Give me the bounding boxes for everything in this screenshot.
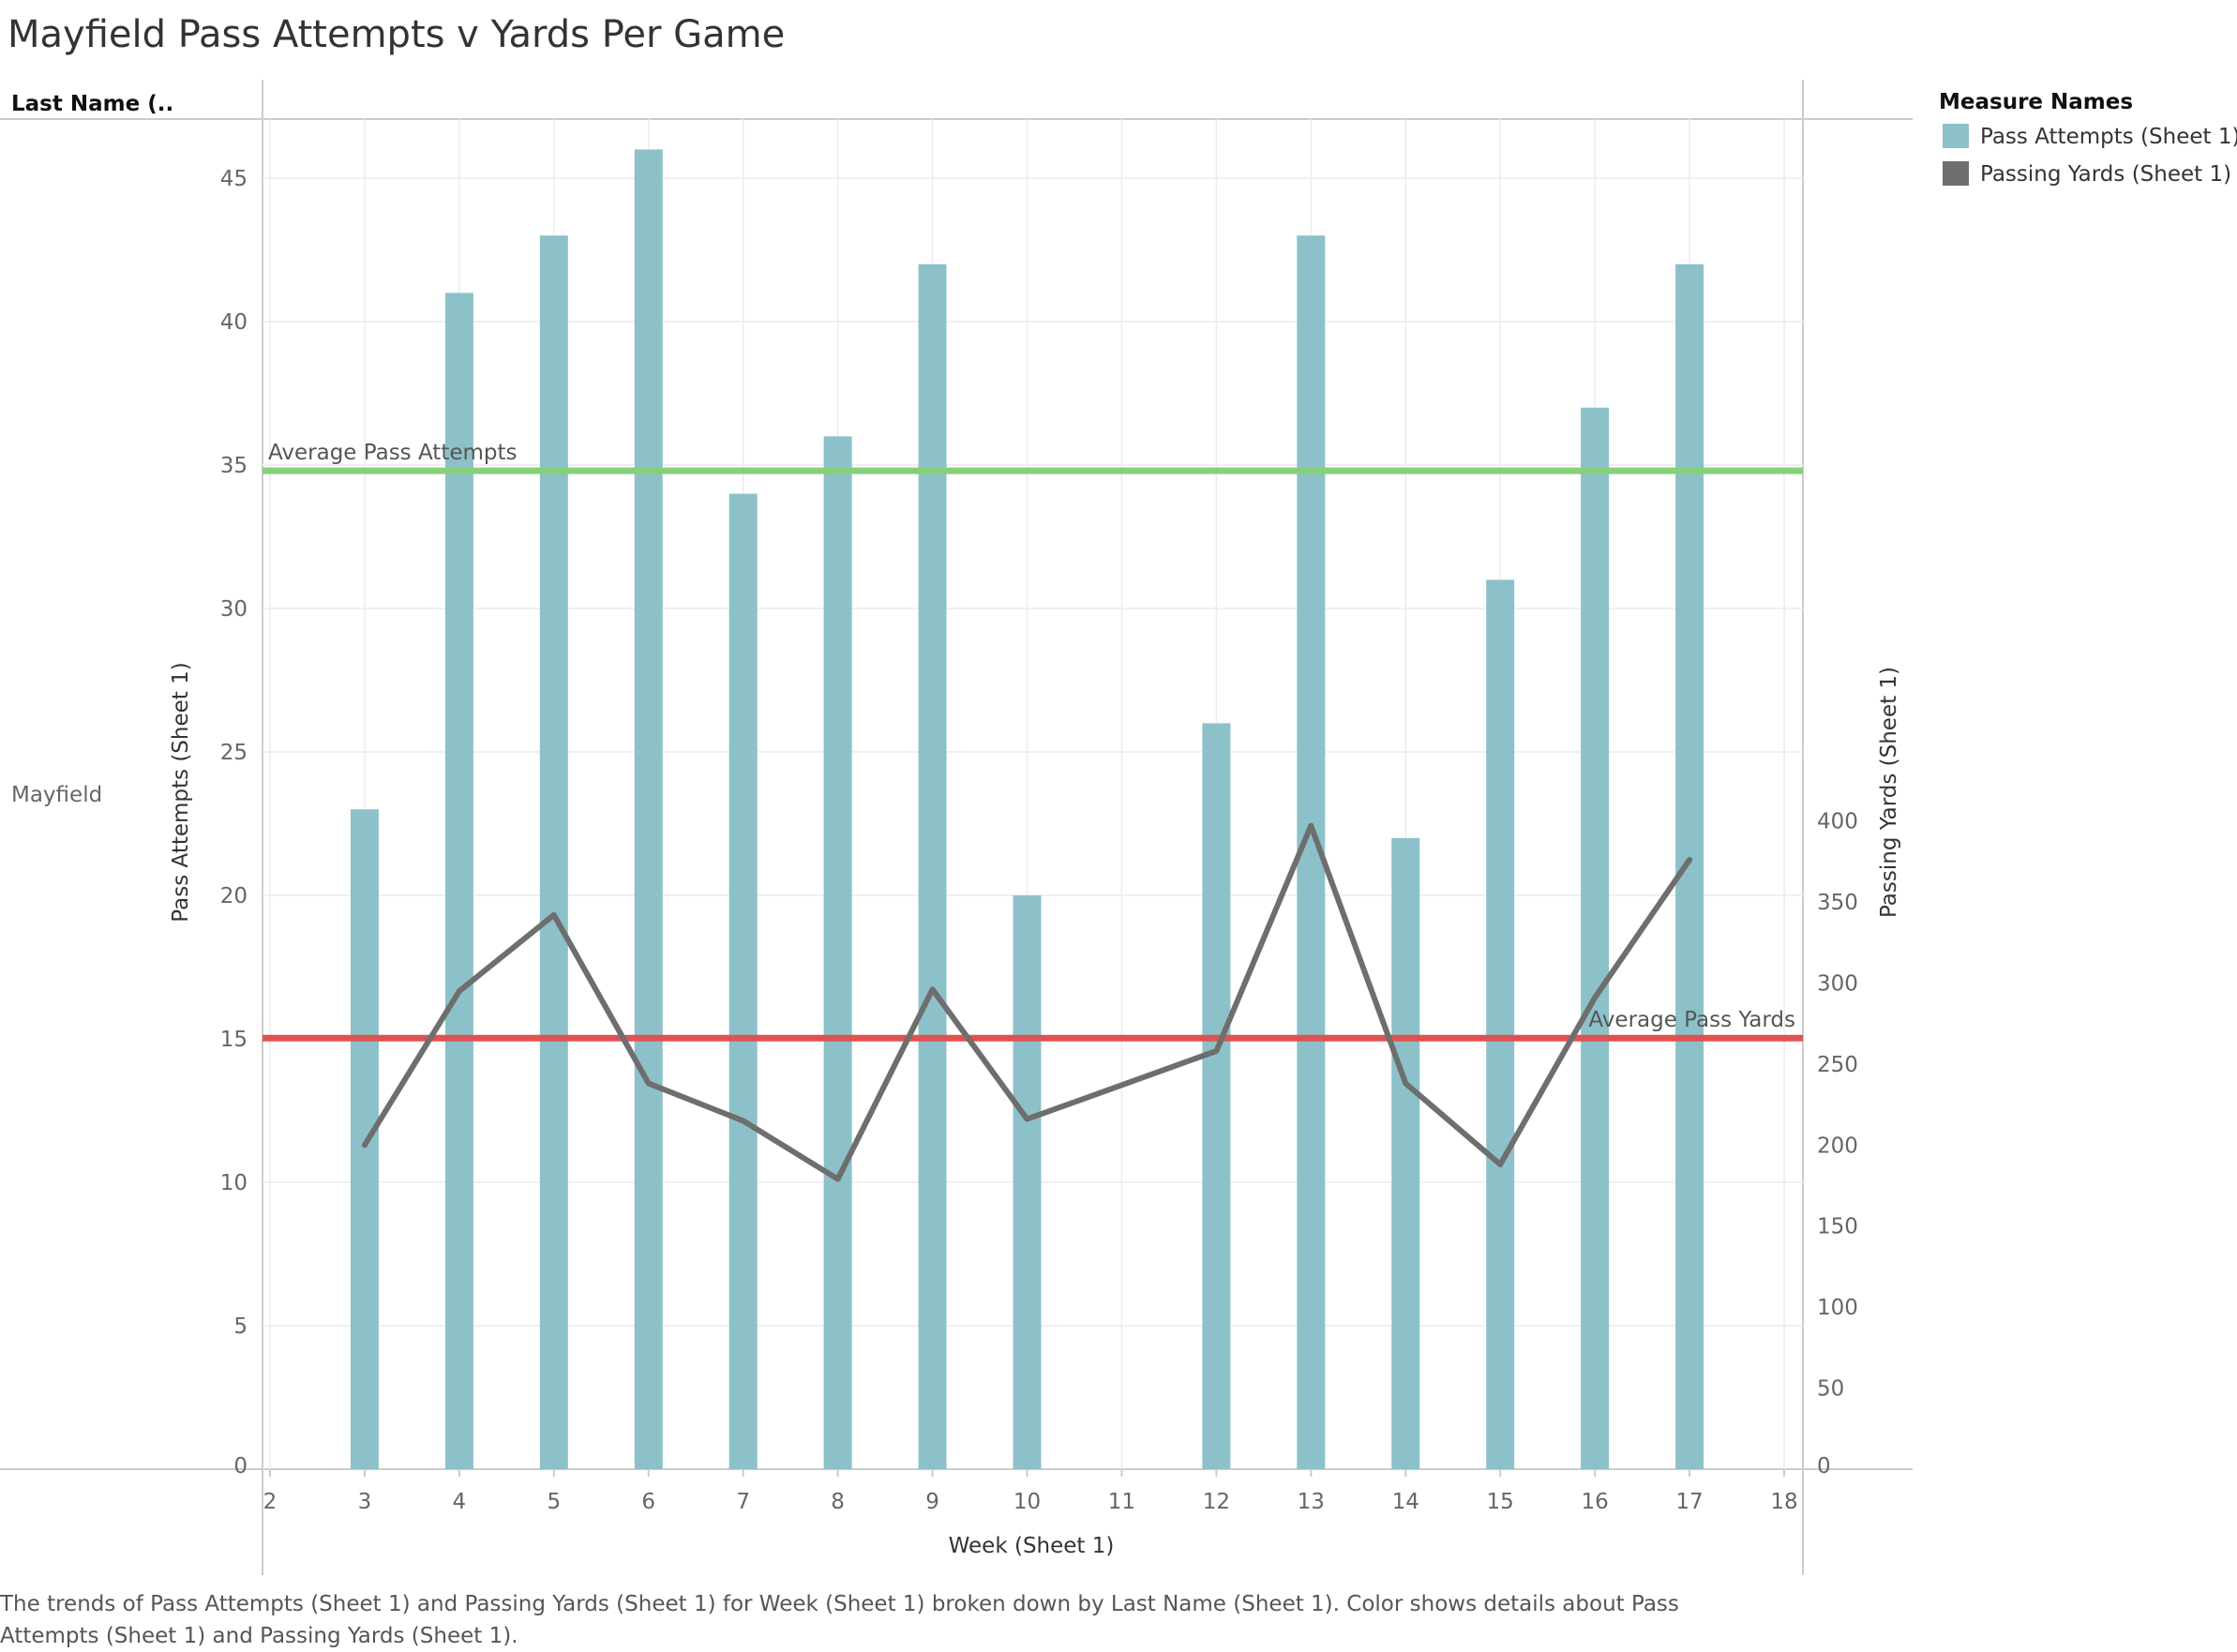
- line-point-week-14: [1403, 1081, 1408, 1087]
- x-tick-label: 13: [1298, 1490, 1325, 1514]
- bar-week-12: [1202, 723, 1231, 1469]
- legend-swatch: [1943, 161, 1969, 186]
- x-axis-title: Week (Sheet 1): [949, 1534, 1115, 1558]
- x-tick-label: 18: [1770, 1490, 1797, 1514]
- y2-tick-label: 0: [1817, 1454, 1831, 1479]
- bar-week-8: [823, 436, 852, 1469]
- y2-tick-label: 250: [1817, 1053, 1858, 1077]
- x-tick-label: 14: [1392, 1490, 1419, 1514]
- bar-series: [350, 149, 1704, 1470]
- y-tick-label: 20: [220, 884, 248, 909]
- line-point-week-6: [646, 1081, 652, 1087]
- chart-caption: The trends of Pass Attempts (Sheet 1) an…: [0, 1592, 1679, 1648]
- bar-week-17: [1675, 263, 1704, 1469]
- chart-title: Mayfield Pass Attempts v Yards Per Game: [8, 13, 786, 56]
- y-tick-label: 45: [220, 167, 248, 191]
- row-label: Mayfield: [11, 783, 102, 807]
- y2-tick-label: 50: [1817, 1377, 1844, 1402]
- bar-week-7: [728, 493, 758, 1469]
- y2-tick-label: 400: [1817, 810, 1858, 834]
- y2-tick-label: 300: [1817, 971, 1858, 996]
- bar-week-14: [1391, 837, 1420, 1469]
- bar-week-9: [918, 263, 947, 1469]
- x-axis-ticks: 2 3 4 5 6 7 8 9 10 11 12 13 14 15 16 17 18: [263, 1469, 1798, 1514]
- passing-yards-line: [361, 822, 1693, 1182]
- legend-label: Passing Yards (Sheet 1): [1980, 162, 2231, 187]
- reference-lines: Average Pass Attempts Average Pass Yards: [263, 441, 1803, 1042]
- bar-week-5: [539, 235, 568, 1470]
- x-tick-label: 15: [1487, 1490, 1514, 1514]
- line-point-week-5: [551, 912, 557, 918]
- y-tick-label: 35: [220, 454, 248, 478]
- line-point-week-13: [1308, 823, 1314, 829]
- y2-tick-label: 100: [1817, 1296, 1858, 1320]
- y2-tick-label: 200: [1817, 1134, 1858, 1158]
- y-tick-label: 0: [233, 1454, 248, 1479]
- y-axis-ticks: 0 5 10 15 20 25 30 35 40 45: [220, 167, 248, 1479]
- y2-axis-title: Passing Yards (Sheet 1): [1877, 667, 1901, 918]
- x-tick-label: 11: [1108, 1490, 1135, 1514]
- x-tick-label: 5: [547, 1490, 561, 1514]
- line-point-week-15: [1497, 1162, 1503, 1167]
- y2-tick-label: 350: [1817, 891, 1858, 915]
- bar-week-15: [1486, 579, 1515, 1469]
- line-series: [361, 822, 1693, 1182]
- y2-axis-ticks: 0 50 100 150 200 250 300 350 400: [1817, 810, 1858, 1479]
- x-tick-label: 2: [263, 1490, 278, 1514]
- x-tick-label: 10: [1013, 1490, 1041, 1514]
- line-point-week-7: [741, 1118, 746, 1123]
- legend: Measure Names Pass Attempts (Sheet 1) Pas…: [1939, 90, 2237, 187]
- reference-label-avg-attempts: Average Pass Attempts: [268, 441, 518, 465]
- line-point-week-9: [930, 986, 936, 992]
- y-tick-label: 10: [220, 1171, 248, 1195]
- y-tick-label: 15: [220, 1028, 248, 1052]
- line-point-week-16: [1592, 995, 1598, 1000]
- frame: [0, 80, 1913, 1575]
- reference-label-avg-yards: Average Pass Yards: [1588, 1008, 1795, 1032]
- bar-week-10: [1013, 895, 1042, 1469]
- y-axis-title: Pass Attempts (Sheet 1): [169, 662, 193, 922]
- line-point-week-8: [835, 1177, 841, 1182]
- y-tick-label: 30: [220, 597, 248, 622]
- y-tick-label: 25: [220, 741, 248, 765]
- x-tick-label: 7: [736, 1490, 750, 1514]
- bar-week-3: [350, 809, 379, 1469]
- line-point-week-10: [1025, 1117, 1029, 1122]
- y-tick-label: 5: [233, 1314, 248, 1339]
- bar-week-4: [444, 293, 473, 1469]
- y-tick-label: 40: [220, 310, 248, 335]
- x-tick-label: 12: [1203, 1490, 1230, 1514]
- y2-tick-label: 150: [1817, 1215, 1858, 1239]
- x-tick-label: 6: [641, 1490, 655, 1514]
- line-point-week-12: [1213, 1048, 1219, 1054]
- bar-week-6: [634, 149, 663, 1469]
- x-tick-label: 9: [925, 1490, 939, 1514]
- legend-title: Measure Names: [1939, 90, 2133, 114]
- line-point-week-4: [457, 988, 462, 994]
- bar-week-16: [1581, 407, 1610, 1469]
- row-header: Last Name (..: [11, 92, 173, 116]
- x-tick-label: 3: [358, 1490, 372, 1514]
- x-tick-label: 4: [453, 1490, 467, 1514]
- legend-swatch: [1943, 124, 1969, 148]
- x-tick-label: 16: [1581, 1490, 1608, 1514]
- x-tick-label: 8: [831, 1490, 845, 1514]
- legend-label: Pass Attempts (Sheet 1): [1980, 125, 2237, 149]
- line-point-week-17: [1687, 857, 1692, 863]
- x-tick-label: 17: [1675, 1490, 1703, 1514]
- line-point-week-3: [362, 1142, 368, 1148]
